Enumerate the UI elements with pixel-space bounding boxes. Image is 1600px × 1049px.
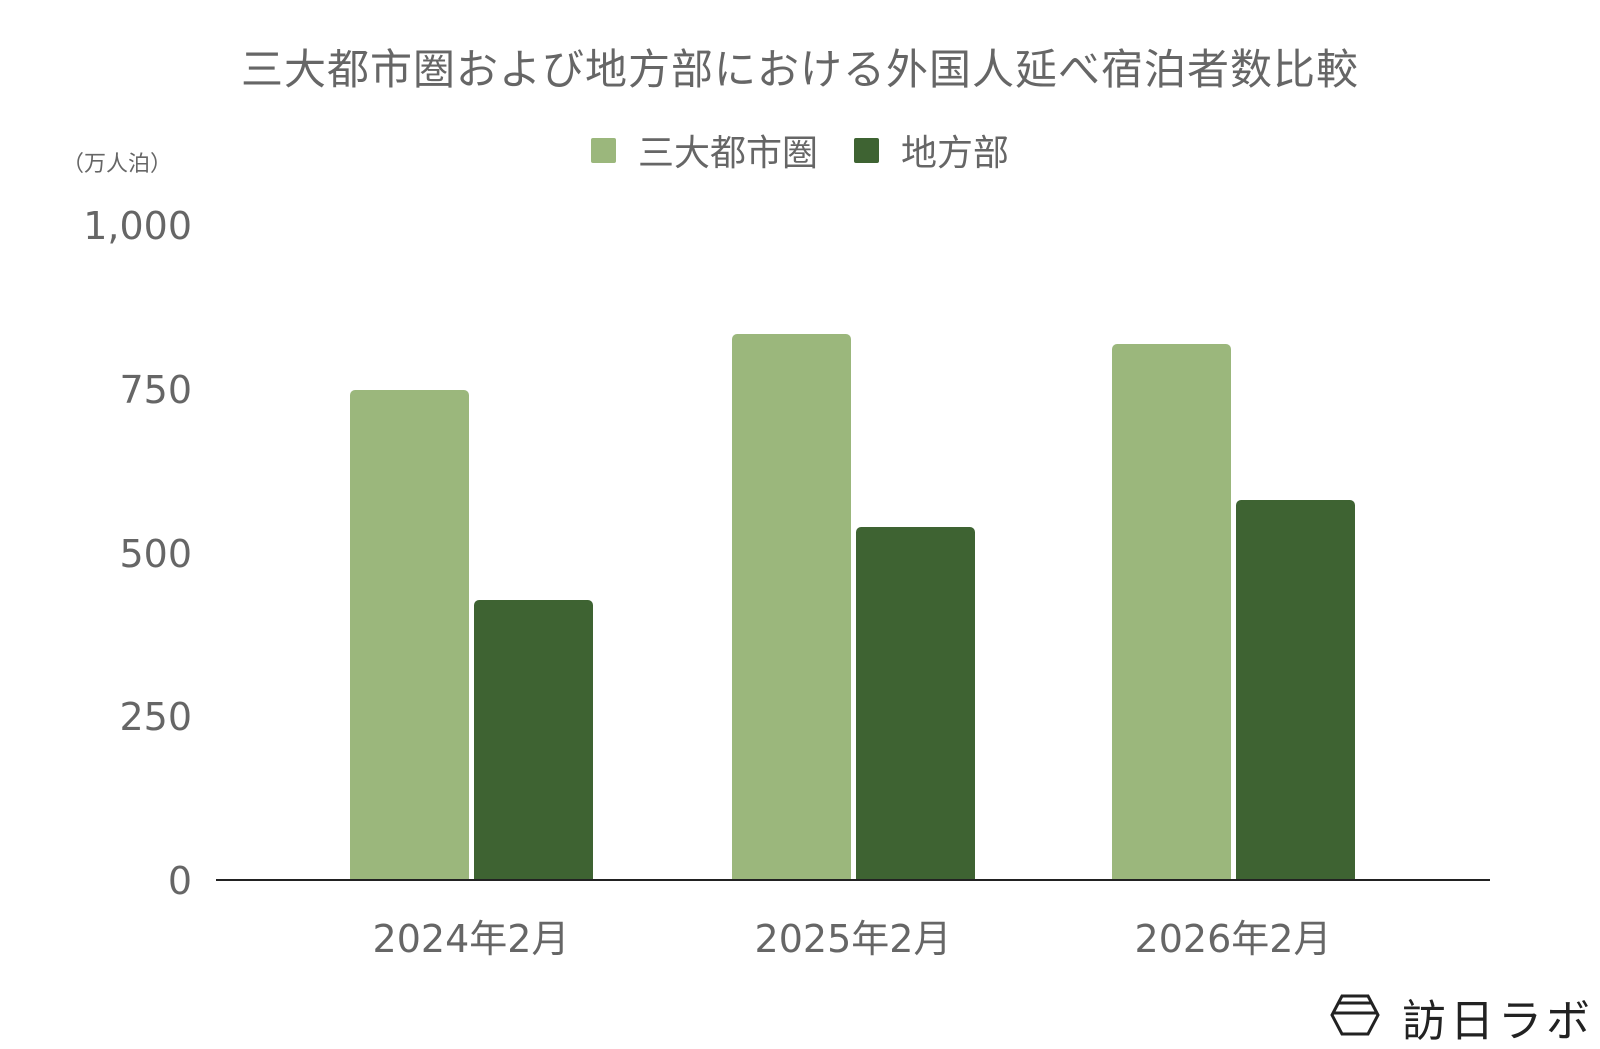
bar-regional-0 xyxy=(473,600,593,880)
y-tick-1000: 1,000 xyxy=(83,204,192,248)
bar-regional-1 xyxy=(855,526,975,880)
bar-metro-0 xyxy=(349,389,469,880)
brand-logo: 訪日ラボ xyxy=(1330,985,1594,1049)
x-axis-line xyxy=(216,879,1490,881)
legend: 三大都市圏 地方部 xyxy=(0,124,1600,176)
x-tick-2024: 2024年2月 xyxy=(372,917,570,961)
y-axis-unit-label: （万人泊） xyxy=(62,152,173,177)
bar-regional-2 xyxy=(1235,500,1355,880)
legend-item-regional: 地方部 xyxy=(854,124,1009,176)
hexagon-logo-icon xyxy=(1330,994,1380,1040)
logo-text: 訪日ラボ xyxy=(1402,996,1594,1047)
legend-item-metro: 三大都市圏 xyxy=(590,124,818,176)
x-tick-2025: 2025年2月 xyxy=(754,917,952,961)
y-tick-250: 250 xyxy=(119,695,192,739)
y-tick-500: 500 xyxy=(119,532,192,576)
bar-metro-2 xyxy=(1111,343,1231,880)
x-tick-2026: 2026年2月 xyxy=(1134,917,1332,961)
legend-label-regional: 地方部 xyxy=(901,133,1010,174)
bar-metro-1 xyxy=(731,333,851,880)
legend-swatch-metro xyxy=(590,137,616,163)
y-tick-0: 0 xyxy=(167,859,192,903)
legend-swatch-regional xyxy=(854,137,879,163)
legend-label-metro: 三大都市圏 xyxy=(637,133,818,174)
y-tick-750: 750 xyxy=(119,368,192,412)
chart-title: 三大都市圏および地方部における外国人延べ宿泊者数比較 xyxy=(240,45,1359,94)
